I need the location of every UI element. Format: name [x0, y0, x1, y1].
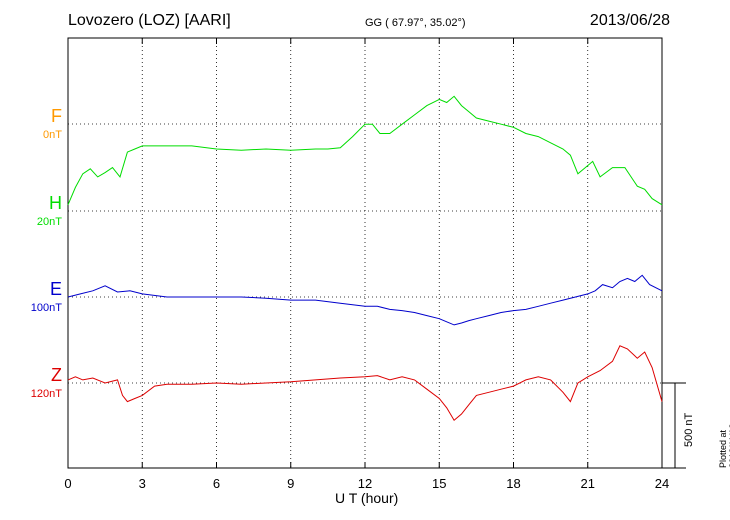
- x-tick-label: 0: [64, 476, 71, 491]
- component-offset: 100nT: [30, 302, 62, 314]
- x-tick-label: 21: [581, 476, 595, 491]
- x-tick-label: 15: [432, 476, 446, 491]
- plotted-timestamp: Plotted at 2013/11/12 10:12 UT: [718, 423, 730, 468]
- component-offset: 120nT: [30, 388, 62, 400]
- trace-H: [67, 95, 663, 206]
- x-tick-label: 6: [213, 476, 220, 491]
- component-label-F: F 0nT: [2, 106, 62, 141]
- component-offset: 20nT: [36, 216, 62, 228]
- x-axis-label: U T (hour): [335, 490, 399, 506]
- plot-date: 2013/06/28: [589, 12, 670, 29]
- x-tick-label: 18: [506, 476, 520, 491]
- x-tick-label: 3: [139, 476, 146, 491]
- component-label-Z: Z 120nT: [2, 365, 62, 400]
- scale-bar: [662, 382, 686, 469]
- trace-Z: [67, 345, 663, 421]
- component-label-E: E 100nT: [2, 279, 62, 314]
- x-axis-ticks: 0 3 6 9 12 15 18 21 24: [64, 38, 669, 491]
- station-title: Lovozero (LOZ) [AARI]: [68, 12, 231, 29]
- component-letter: H: [49, 193, 62, 213]
- plot-grid: [68, 38, 662, 468]
- component-offset: 0nT: [43, 129, 62, 141]
- x-tick-label: 12: [358, 476, 372, 491]
- component-letter: E: [49, 279, 62, 299]
- scale-bar-label: 500 nT: [683, 412, 695, 447]
- x-tick-label: 9: [287, 476, 294, 491]
- traces: [67, 95, 663, 421]
- x-tick-label: 24: [655, 476, 669, 491]
- component-letter: F: [51, 106, 62, 126]
- component-label-H: H 20nT: [2, 193, 62, 228]
- trace-E: [67, 274, 663, 326]
- component-letter: Z: [51, 365, 62, 385]
- station-coordinates: GG ( 67.97°, 35.02°): [365, 17, 466, 29]
